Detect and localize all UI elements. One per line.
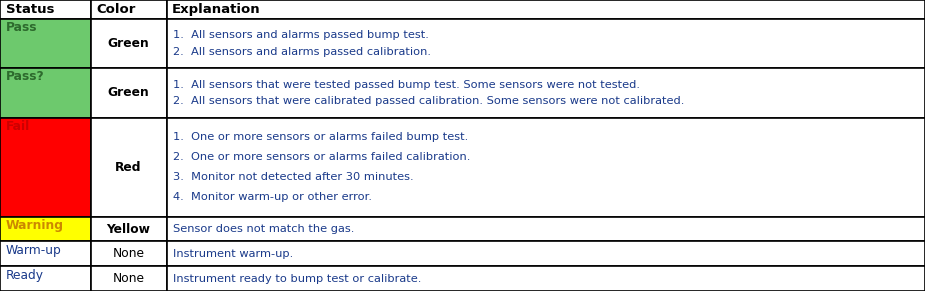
- Text: Green: Green: [107, 37, 150, 50]
- Bar: [0, 242, 91, 266]
- Bar: [91, 217, 166, 242]
- Bar: [0, 19, 91, 68]
- Text: Yellow: Yellow: [106, 223, 151, 236]
- Bar: [166, 266, 925, 291]
- Text: Sensor does not match the gas.: Sensor does not match the gas.: [173, 224, 354, 234]
- Text: None: None: [113, 247, 144, 260]
- Text: Ready: Ready: [6, 269, 43, 282]
- Text: Status: Status: [6, 3, 54, 16]
- Text: 1.  One or more sensors or alarms failed bump test.: 1. One or more sensors or alarms failed …: [173, 132, 468, 143]
- Text: Pass?: Pass?: [6, 70, 44, 84]
- Text: 2.  All sensors that were calibrated passed calibration. Some sensors were not c: 2. All sensors that were calibrated pass…: [173, 96, 684, 106]
- Text: Color: Color: [96, 3, 136, 16]
- Bar: [91, 19, 166, 68]
- Bar: [0, 0, 91, 19]
- Bar: [166, 19, 925, 68]
- Bar: [0, 217, 91, 242]
- Bar: [91, 266, 166, 291]
- Bar: [91, 118, 166, 217]
- Bar: [166, 242, 925, 266]
- Text: Instrument warm-up.: Instrument warm-up.: [173, 249, 293, 259]
- Text: Instrument ready to bump test or calibrate.: Instrument ready to bump test or calibra…: [173, 274, 422, 284]
- Bar: [166, 217, 925, 242]
- Bar: [0, 118, 91, 217]
- Text: Pass: Pass: [6, 21, 37, 34]
- Bar: [91, 0, 166, 19]
- Text: Fail: Fail: [6, 120, 30, 133]
- Text: 1.  All sensors and alarms passed bump test.: 1. All sensors and alarms passed bump te…: [173, 30, 429, 40]
- Text: 2.  One or more sensors or alarms failed calibration.: 2. One or more sensors or alarms failed …: [173, 152, 470, 162]
- Bar: [166, 68, 925, 118]
- Text: None: None: [113, 272, 144, 285]
- Bar: [0, 68, 91, 118]
- Text: 1.  All sensors that were tested passed bump test. Some sensors were not tested.: 1. All sensors that were tested passed b…: [173, 80, 640, 90]
- Bar: [91, 242, 166, 266]
- Bar: [166, 118, 925, 217]
- Bar: [91, 68, 166, 118]
- Text: Explanation: Explanation: [172, 3, 261, 16]
- Text: 3.  Monitor not detected after 30 minutes.: 3. Monitor not detected after 30 minutes…: [173, 172, 413, 182]
- Text: Green: Green: [107, 86, 150, 99]
- Text: Warning: Warning: [6, 219, 64, 232]
- Text: 4.  Monitor warm-up or other error.: 4. Monitor warm-up or other error.: [173, 192, 372, 202]
- Text: 2.  All sensors and alarms passed calibration.: 2. All sensors and alarms passed calibra…: [173, 47, 431, 56]
- Bar: [166, 0, 925, 19]
- Bar: [0, 266, 91, 291]
- Text: Warm-up: Warm-up: [6, 244, 61, 257]
- Text: Red: Red: [116, 161, 142, 174]
